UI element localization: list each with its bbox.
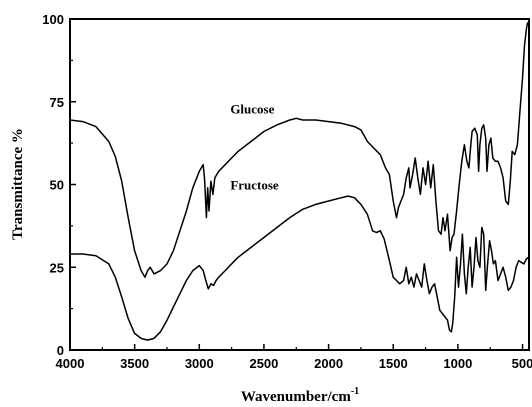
x-tick-label: 3000: [185, 356, 214, 371]
y-tick-label: 25: [50, 260, 64, 275]
plot-frame: [70, 19, 529, 350]
series-label-glucose: Glucose: [230, 101, 274, 116]
series-label-fructose: Fructose: [230, 177, 279, 192]
y-tick-label: 100: [42, 12, 64, 27]
annotations: Glucose Fructose: [230, 101, 279, 192]
x-axis-ticks: 4000 3500 3000 2500 2000 1500 1000 500: [56, 344, 532, 371]
x-tick-label: 3500: [120, 356, 149, 371]
x-tick-label: 2000: [314, 356, 343, 371]
x-tick-label: 500: [512, 356, 532, 371]
series-line-glucose: [70, 22, 528, 277]
series-line-fructose: [70, 196, 528, 340]
x-axis-title: Wavenumber/cm-1: [241, 386, 359, 405]
y-tick-label: 0: [57, 343, 64, 358]
y-tick-label: 50: [50, 178, 64, 193]
y-tick-label: 75: [50, 95, 64, 110]
x-tick-label: 2500: [249, 356, 278, 371]
x-tick-label: 1000: [443, 356, 472, 371]
y-axis-title: Transmittance %: [10, 128, 26, 240]
plot-lines: [70, 22, 528, 340]
x-tick-label: 4000: [56, 356, 85, 371]
x-tick-label: 1500: [379, 356, 408, 371]
